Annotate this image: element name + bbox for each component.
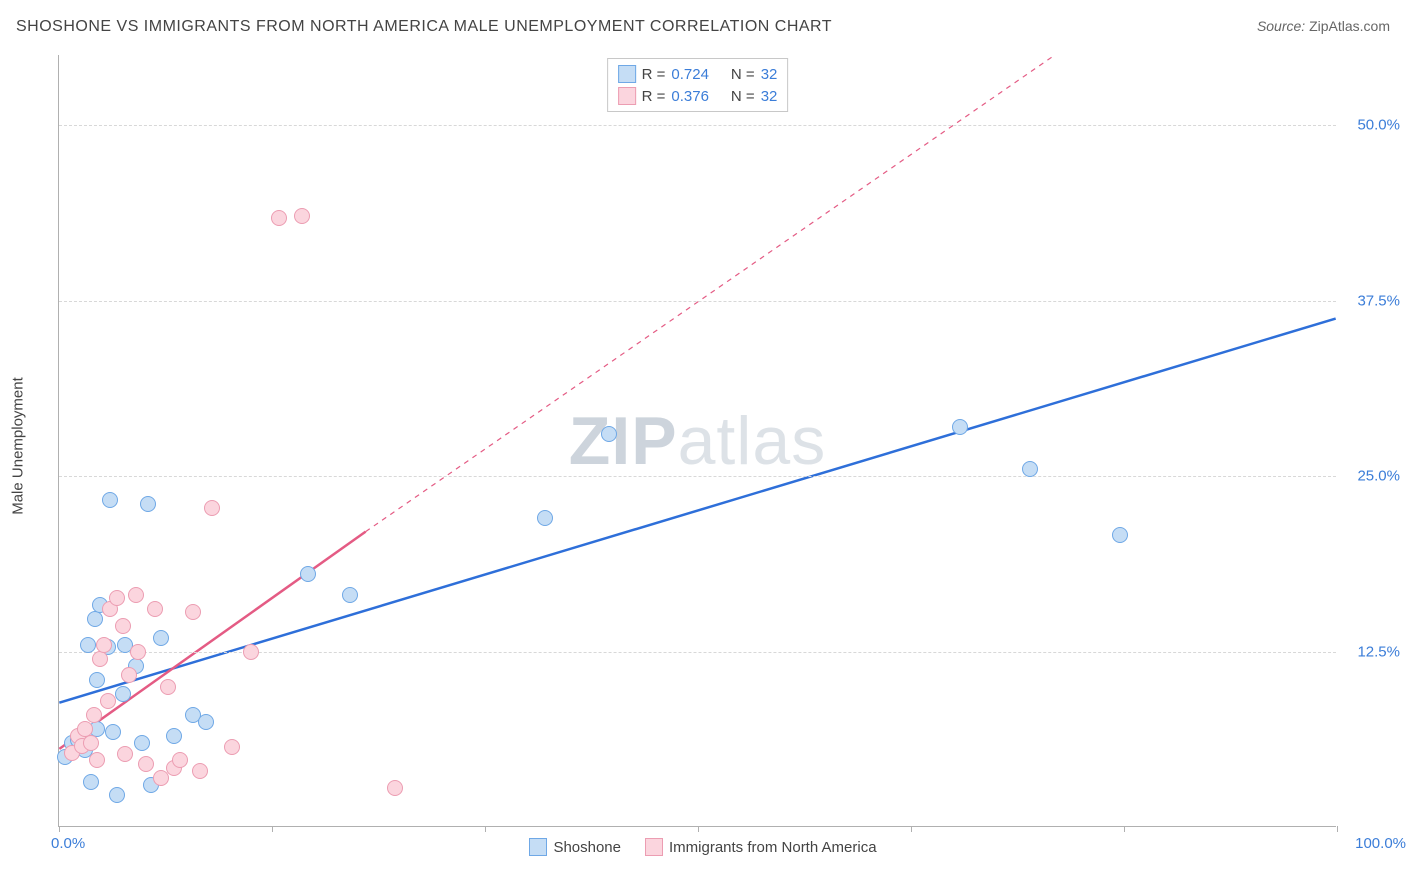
legend-row-2: R = 0.376 N = 32 (618, 85, 778, 107)
scatter-point (109, 787, 125, 803)
scatter-point (105, 724, 121, 740)
scatter-point (92, 651, 108, 667)
scatter-point (172, 752, 188, 768)
scatter-point (80, 637, 96, 653)
scatter-point (115, 618, 131, 634)
legend-bottom: Shoshone Immigrants from North America (0, 838, 1406, 856)
scatter-point (166, 728, 182, 744)
gridline-h (59, 125, 1336, 126)
source-value: ZipAtlas.com (1309, 18, 1390, 34)
scatter-point (387, 780, 403, 796)
scatter-point (271, 210, 287, 226)
scatter-point (128, 587, 144, 603)
scatter-point (109, 590, 125, 606)
legend-swatch-series-1 (618, 65, 636, 83)
chart-title: SHOSHONE VS IMMIGRANTS FROM NORTH AMERIC… (16, 18, 832, 36)
scatter-point (185, 604, 201, 620)
source-citation: Source: ZipAtlas.com (1257, 18, 1390, 34)
legend-top: R = 0.724 N = 32 R = 0.376 N = 32 (607, 58, 789, 112)
r-label: R = (642, 66, 666, 83)
n-value-1: 32 (761, 66, 778, 83)
x-tick (1124, 826, 1125, 832)
scatter-point (294, 208, 310, 224)
legend-swatch-series-1 (529, 838, 547, 856)
legend-swatch-series-2 (645, 838, 663, 856)
n-value-2: 32 (761, 88, 778, 105)
scatter-point (300, 566, 316, 582)
trend-line-extension (366, 55, 1055, 532)
x-tick (485, 826, 486, 832)
gridline-h (59, 476, 1336, 477)
x-tick (911, 826, 912, 832)
scatter-point (83, 774, 99, 790)
scatter-point (100, 693, 116, 709)
scatter-point (140, 496, 156, 512)
x-tick (59, 826, 60, 832)
n-label: N = (731, 88, 755, 105)
scatter-point (138, 756, 154, 772)
scatter-point (204, 500, 220, 516)
legend-bottom-item-2: Immigrants from North America (645, 838, 877, 856)
trend-lines-svg (59, 55, 1336, 826)
scatter-point (153, 630, 169, 646)
r-label: R = (642, 88, 666, 105)
scatter-point (342, 587, 358, 603)
scatter-point (601, 426, 617, 442)
scatter-point (192, 763, 208, 779)
r-value-1: 0.724 (671, 66, 709, 83)
scatter-point (86, 707, 102, 723)
scatter-point (115, 686, 131, 702)
scatter-point (121, 667, 137, 683)
scatter-point (102, 492, 118, 508)
legend-label-2: Immigrants from North America (669, 839, 877, 856)
scatter-point (130, 644, 146, 660)
scatter-point (96, 637, 112, 653)
y-tick-label: 50.0% (1357, 117, 1400, 134)
x-tick (272, 826, 273, 832)
scatter-point (134, 735, 150, 751)
n-label: N = (731, 66, 755, 83)
scatter-point (198, 714, 214, 730)
source-label: Source: (1257, 18, 1305, 34)
scatter-point (537, 510, 553, 526)
scatter-point (83, 735, 99, 751)
legend-bottom-item-1: Shoshone (529, 838, 621, 856)
y-axis-title: Male Unemployment (10, 377, 27, 515)
y-tick-label: 25.0% (1357, 468, 1400, 485)
scatter-point (160, 679, 176, 695)
scatter-point (243, 644, 259, 660)
scatter-point (147, 601, 163, 617)
scatter-point (952, 419, 968, 435)
y-tick-label: 37.5% (1357, 292, 1400, 309)
watermark-rest: atlas (678, 403, 827, 479)
scatter-point (224, 739, 240, 755)
gridline-h (59, 301, 1336, 302)
watermark-bold: ZIP (569, 403, 678, 479)
r-value-2: 0.376 (671, 88, 709, 105)
scatter-point (87, 611, 103, 627)
legend-row-1: R = 0.724 N = 32 (618, 63, 778, 85)
x-tick (1337, 826, 1338, 832)
scatter-point (89, 672, 105, 688)
y-tick-label: 12.5% (1357, 643, 1400, 660)
scatter-point (1022, 461, 1038, 477)
legend-swatch-series-2 (618, 87, 636, 105)
scatter-point (117, 746, 133, 762)
scatter-point (1112, 527, 1128, 543)
chart-plot-area: ZIPatlas R = 0.724 N = 32 R = 0.376 N = … (58, 55, 1336, 827)
x-tick (698, 826, 699, 832)
scatter-point (89, 752, 105, 768)
legend-label-1: Shoshone (553, 839, 621, 856)
